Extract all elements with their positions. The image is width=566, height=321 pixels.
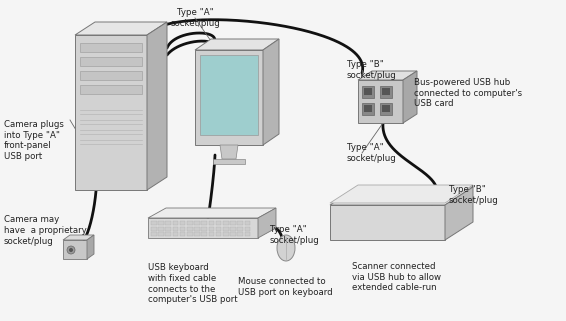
Polygon shape (194, 227, 200, 230)
Polygon shape (173, 221, 178, 225)
Polygon shape (209, 221, 214, 225)
Polygon shape (165, 227, 171, 230)
Polygon shape (187, 227, 192, 230)
Polygon shape (380, 103, 392, 115)
Polygon shape (213, 159, 245, 164)
Polygon shape (173, 232, 178, 236)
Polygon shape (223, 221, 229, 225)
Polygon shape (201, 227, 207, 230)
Polygon shape (230, 227, 235, 230)
Polygon shape (75, 35, 147, 190)
Polygon shape (245, 232, 250, 236)
Text: Camera may
have  a proprietary
socket/plug: Camera may have a proprietary socket/plu… (4, 215, 87, 246)
Polygon shape (382, 88, 390, 95)
Polygon shape (151, 227, 157, 230)
Polygon shape (158, 232, 164, 236)
Polygon shape (330, 187, 473, 205)
Text: Type "A"
socket/plug: Type "A" socket/plug (347, 143, 397, 163)
Polygon shape (403, 71, 417, 123)
Polygon shape (445, 187, 473, 240)
Polygon shape (330, 185, 473, 203)
Text: Type "B"
socket/plug: Type "B" socket/plug (347, 60, 397, 80)
Polygon shape (380, 86, 392, 98)
Ellipse shape (277, 235, 295, 261)
Text: Bus-powered USB hub
connected to computer's
USB card: Bus-powered USB hub connected to compute… (414, 78, 522, 108)
Polygon shape (209, 227, 214, 230)
Text: Scanner connected
via USB hub to allow
extended cable-run: Scanner connected via USB hub to allow e… (352, 262, 441, 292)
Polygon shape (180, 221, 185, 225)
Polygon shape (63, 240, 87, 259)
Polygon shape (194, 232, 200, 236)
Polygon shape (364, 105, 372, 112)
Polygon shape (245, 227, 250, 230)
Polygon shape (148, 218, 258, 238)
Polygon shape (87, 235, 94, 259)
Polygon shape (201, 221, 207, 225)
Polygon shape (151, 221, 157, 225)
Polygon shape (173, 227, 178, 230)
Polygon shape (187, 232, 192, 236)
Polygon shape (245, 221, 250, 225)
Polygon shape (230, 232, 235, 236)
Polygon shape (263, 39, 279, 145)
Circle shape (69, 248, 73, 252)
Polygon shape (165, 221, 171, 225)
Text: Type "A"
socket/plug: Type "A" socket/plug (270, 225, 320, 245)
Polygon shape (362, 86, 374, 98)
Polygon shape (80, 85, 142, 94)
Polygon shape (187, 221, 192, 225)
Polygon shape (220, 145, 238, 159)
Polygon shape (151, 232, 157, 236)
Polygon shape (216, 221, 221, 225)
Circle shape (67, 246, 75, 254)
Polygon shape (230, 221, 235, 225)
Polygon shape (80, 43, 142, 52)
Polygon shape (223, 227, 229, 230)
Polygon shape (148, 208, 276, 218)
Polygon shape (165, 232, 171, 236)
Polygon shape (180, 232, 185, 236)
Text: Mouse connected to
USB port on keyboard: Mouse connected to USB port on keyboard (238, 277, 333, 297)
Text: Type "A"
socket/plug: Type "A" socket/plug (170, 8, 220, 28)
Polygon shape (237, 232, 243, 236)
Polygon shape (180, 227, 185, 230)
Text: Camera plugs
into Type "A"
front-panel
USB port: Camera plugs into Type "A" front-panel U… (4, 120, 64, 161)
Polygon shape (200, 55, 258, 135)
Polygon shape (216, 227, 221, 230)
Polygon shape (194, 221, 200, 225)
Polygon shape (358, 80, 403, 123)
Polygon shape (362, 103, 374, 115)
Polygon shape (201, 232, 207, 236)
Text: Type "B"
socket/plug: Type "B" socket/plug (449, 185, 499, 205)
Polygon shape (364, 88, 372, 95)
Polygon shape (223, 232, 229, 236)
Polygon shape (158, 227, 164, 230)
Polygon shape (358, 71, 417, 80)
Polygon shape (209, 232, 214, 236)
Polygon shape (195, 39, 279, 50)
Text: USB keyboard
with fixed cable
connects to the
computer's USB port: USB keyboard with fixed cable connects t… (148, 263, 238, 304)
Polygon shape (330, 205, 445, 240)
Polygon shape (63, 235, 94, 240)
Polygon shape (80, 57, 142, 66)
Polygon shape (147, 22, 167, 190)
Polygon shape (382, 105, 390, 112)
Polygon shape (80, 71, 142, 80)
Polygon shape (195, 50, 263, 145)
Polygon shape (216, 232, 221, 236)
Polygon shape (158, 221, 164, 225)
Polygon shape (258, 208, 276, 238)
Polygon shape (75, 22, 167, 35)
Polygon shape (237, 221, 243, 225)
Polygon shape (237, 227, 243, 230)
